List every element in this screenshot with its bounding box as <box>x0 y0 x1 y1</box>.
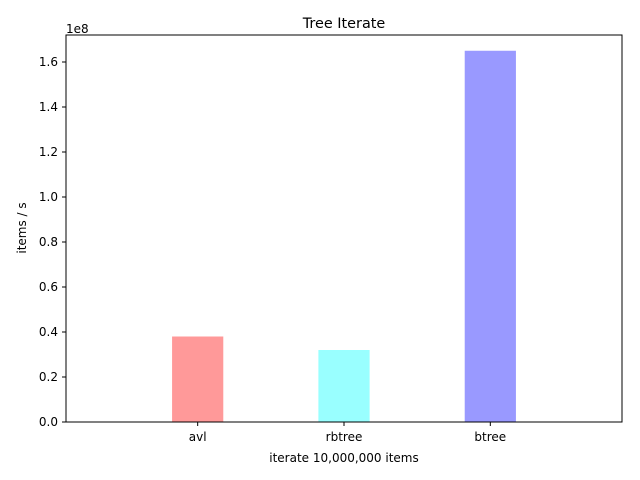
bar-rbtree <box>318 350 370 422</box>
bar-btree <box>464 50 516 422</box>
x-tick-label: rbtree <box>326 430 363 444</box>
x-tick-label: btree <box>474 430 506 444</box>
y-axis-ticks: 0.0 0.2 0.4 0.6 0.8 1.0 1.2 1.4 1.6 <box>39 55 66 429</box>
y-tick-label: 0.6 <box>39 280 58 294</box>
x-tick-label: avl <box>189 430 207 444</box>
y-offset-label: 1e8 <box>66 22 89 36</box>
y-tick-label: 0.8 <box>39 235 58 249</box>
y-tick-label: 1.4 <box>39 100 58 114</box>
chart-title: Tree Iterate <box>302 16 386 32</box>
y-tick-label: 1.0 <box>39 190 58 204</box>
y-tick-label: 0.2 <box>39 370 58 384</box>
y-tick-label: 0.4 <box>39 325 58 339</box>
y-axis-label: items / s <box>15 202 29 253</box>
y-tick-label: 0.0 <box>39 415 58 429</box>
plot-frame <box>65 34 623 423</box>
x-axis-ticks: avl rbtree btree <box>189 422 506 444</box>
bar-avl <box>172 336 224 422</box>
x-axis-label: iterate 10,000,000 items <box>269 451 419 465</box>
y-tick-label: 1.2 <box>39 145 58 159</box>
y-tick-label: 1.6 <box>39 55 58 69</box>
bars-group <box>172 50 516 422</box>
